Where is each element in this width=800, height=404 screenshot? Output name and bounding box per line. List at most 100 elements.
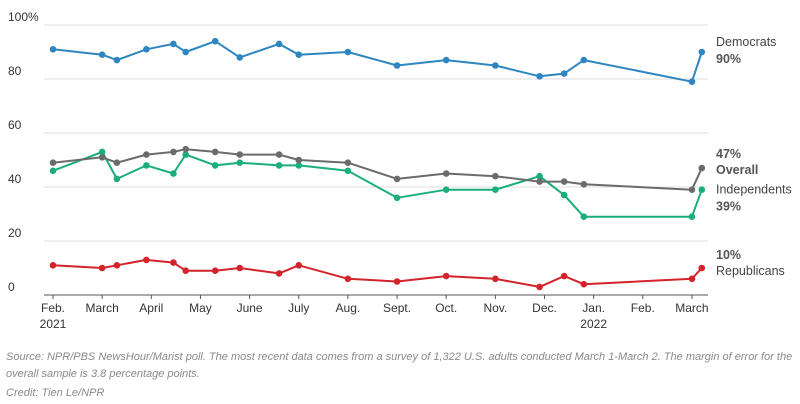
democrats-point [536,73,543,80]
x-tick-label: April [139,301,163,315]
y-tick-label: 80 [8,64,22,78]
x-tick-label: March [85,301,118,315]
republicans-end-name: Republicans [716,264,785,278]
x-tick-label: Nov. [483,301,507,315]
independents-line [52,150,703,218]
independents-point [698,186,706,193]
republicans-point [49,262,57,269]
democrats-end-name: Democrats [716,35,776,49]
democrats-point [211,37,219,45]
overall-point [143,151,150,158]
democrats-line [52,40,703,83]
overall-point [698,164,706,172]
republicans-point [98,264,106,272]
overall-point [275,151,283,158]
x-tick-label: Jan. [582,301,605,315]
x-tick-label: June [237,301,263,315]
independents-point [442,186,450,193]
end-labels: Democrats 90% Overall 47% Independents 39% Rep… [716,35,792,278]
republicans-end-percent: 10% [716,248,741,262]
democrats-point [442,56,450,64]
y-tick-label: 60 [8,118,22,132]
independents-point [98,148,106,156]
independents-point [182,151,190,158]
x-tick-label: July [288,301,309,315]
overall-point [580,181,588,188]
x-tick-label: Dec. [532,301,557,315]
democrats-point [98,51,106,58]
independents-end-percent: 39% [716,200,741,214]
independents-point [236,159,244,166]
republicans-point [492,275,499,283]
x-tick-year-label: 2021 [40,317,67,331]
y-tick-label: 20 [8,226,22,240]
democrats-point [170,40,177,48]
republicans-point [560,272,568,280]
republicans-point [236,264,244,272]
overall-point [492,172,499,180]
overall-end-name: Overall [716,163,758,177]
democrats-point [49,46,57,53]
republicans-point [295,262,303,269]
democrats-point [393,62,401,69]
credit-note: Credit: Tien Le/NPR [6,387,105,399]
independents-point [580,213,588,220]
republicans-line [52,258,703,288]
independents-point [143,162,150,169]
independents-point [49,167,57,175]
republicans-point [393,278,401,285]
republicans-point [143,256,150,264]
independents-series [49,148,706,220]
overall-series [49,145,706,193]
independents-point [344,167,352,175]
democrats-point [492,62,499,69]
y-tick-label: 100% [8,10,39,24]
republicans-series [49,256,706,291]
overall-point [49,159,57,166]
republicans-point [698,264,706,272]
x-tick-label: March [675,301,708,315]
overall-point [98,154,106,161]
republicans-point [344,275,352,283]
independents-point [295,162,303,169]
republicans-point [170,259,177,266]
independents-end-name: Independents [716,183,792,197]
democrats-series [49,37,706,85]
republicans-point [442,272,450,280]
x-tick-year-label: 2022 [580,317,607,331]
overall-point [536,178,543,185]
republicans-point [113,262,121,269]
independents-point [170,170,177,177]
overall-line [52,148,703,191]
republicans-point [211,267,219,275]
x-tick-label: Oct. [435,301,457,315]
overall-point [182,145,190,153]
independents-point [113,175,121,183]
democrats-point [580,56,588,64]
republicans-point [536,283,543,291]
independents-point [560,191,568,199]
democrats-point [688,78,696,85]
independents-point [275,162,283,169]
independents-point [393,194,401,202]
x-tick-label: Feb. [631,301,655,315]
overall-point [236,151,244,158]
x-axis-ticks: Feb. 2021 March April May June July Aug. Sept. Oc… [40,295,709,331]
overall-point [344,159,352,166]
democrats-point [236,54,244,61]
overall-point [113,159,121,166]
republicans-point [688,275,696,283]
overall-end-percent: 47% [716,147,741,161]
y-axis-ticks: 0 20 40 60 80 100% [8,10,39,294]
democrats-point [275,40,283,48]
democrats-point [698,48,706,56]
x-tick-label: Sept. [383,301,411,315]
independents-point [211,162,219,169]
overall-point [688,186,696,193]
democrats-point [113,56,121,64]
overall-point [442,170,450,177]
overall-point [393,175,401,183]
line-chart: 0 20 40 60 80 100% Feb. 2021 March April May June J… [8,10,792,331]
independents-point [536,172,543,180]
republicans-point [182,267,190,275]
